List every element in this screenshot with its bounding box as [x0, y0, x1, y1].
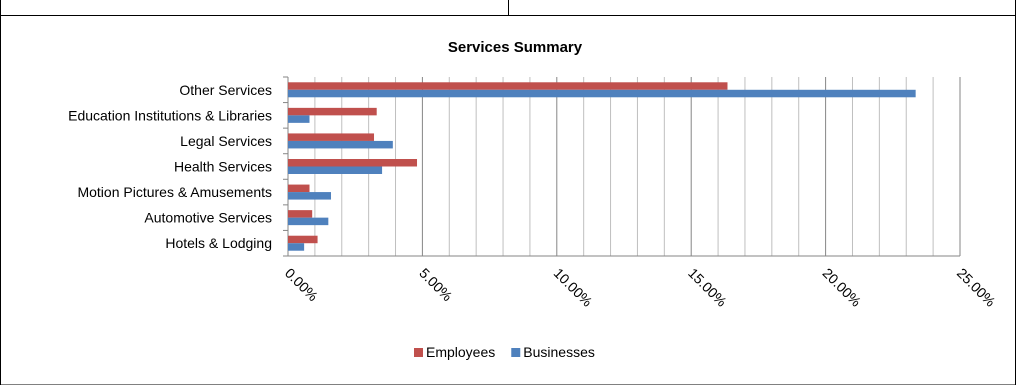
bar-employees-4 — [288, 159, 418, 167]
x-tick-label: 5.00% — [416, 265, 455, 304]
legend-swatch-businesses — [511, 348, 521, 357]
chart-title: Services Summary — [448, 39, 583, 56]
category-label: Education Institutions & Libraries — [68, 107, 272, 123]
category-label: Automotive Services — [144, 210, 272, 226]
x-tick-labels: 0.00% 5.00% 10.00% 15.00% 20.00% 25.00% — [282, 265, 999, 310]
legend-label-businesses: Businesses — [523, 344, 595, 360]
bar-businesses-6 — [288, 217, 329, 226]
bar-employees-7 — [288, 235, 318, 244]
category-label: Health Services — [174, 159, 272, 175]
bar-employees-1 — [288, 82, 728, 90]
bar-businesses-2 — [288, 115, 310, 123]
category-label: Legal Services — [180, 133, 272, 149]
bar-employees-5 — [288, 184, 310, 193]
bar-employees-2 — [288, 107, 377, 116]
bar-businesses-5 — [288, 192, 332, 200]
category-label: Hotels & Lodging — [165, 235, 272, 251]
x-tick-label: 15.00% — [685, 265, 730, 310]
gridlines — [283, 76, 961, 257]
bar-businesses-1 — [288, 89, 916, 98]
x-tick-label: 20.00% — [819, 265, 864, 310]
bar-businesses-3 — [288, 140, 393, 149]
bar-businesses-7 — [288, 243, 305, 251]
category-labels: Other Services Education Institutions & L… — [68, 82, 272, 251]
bar-employees-3 — [288, 133, 375, 141]
x-tick-label: 25.00% — [954, 265, 999, 310]
legend: Employees Businesses — [414, 344, 595, 360]
bars — [288, 82, 916, 251]
x-tick-label: 0.00% — [282, 265, 321, 304]
x-tick-label: 10.00% — [551, 265, 596, 310]
bar-businesses-4 — [288, 166, 383, 174]
category-label: Motion Pictures & Amusements — [77, 184, 272, 200]
legend-swatch-employees — [414, 348, 423, 357]
legend-label-employees: Employees — [426, 344, 495, 360]
category-label: Other Services — [179, 82, 272, 98]
bar-employees-6 — [288, 210, 313, 218]
